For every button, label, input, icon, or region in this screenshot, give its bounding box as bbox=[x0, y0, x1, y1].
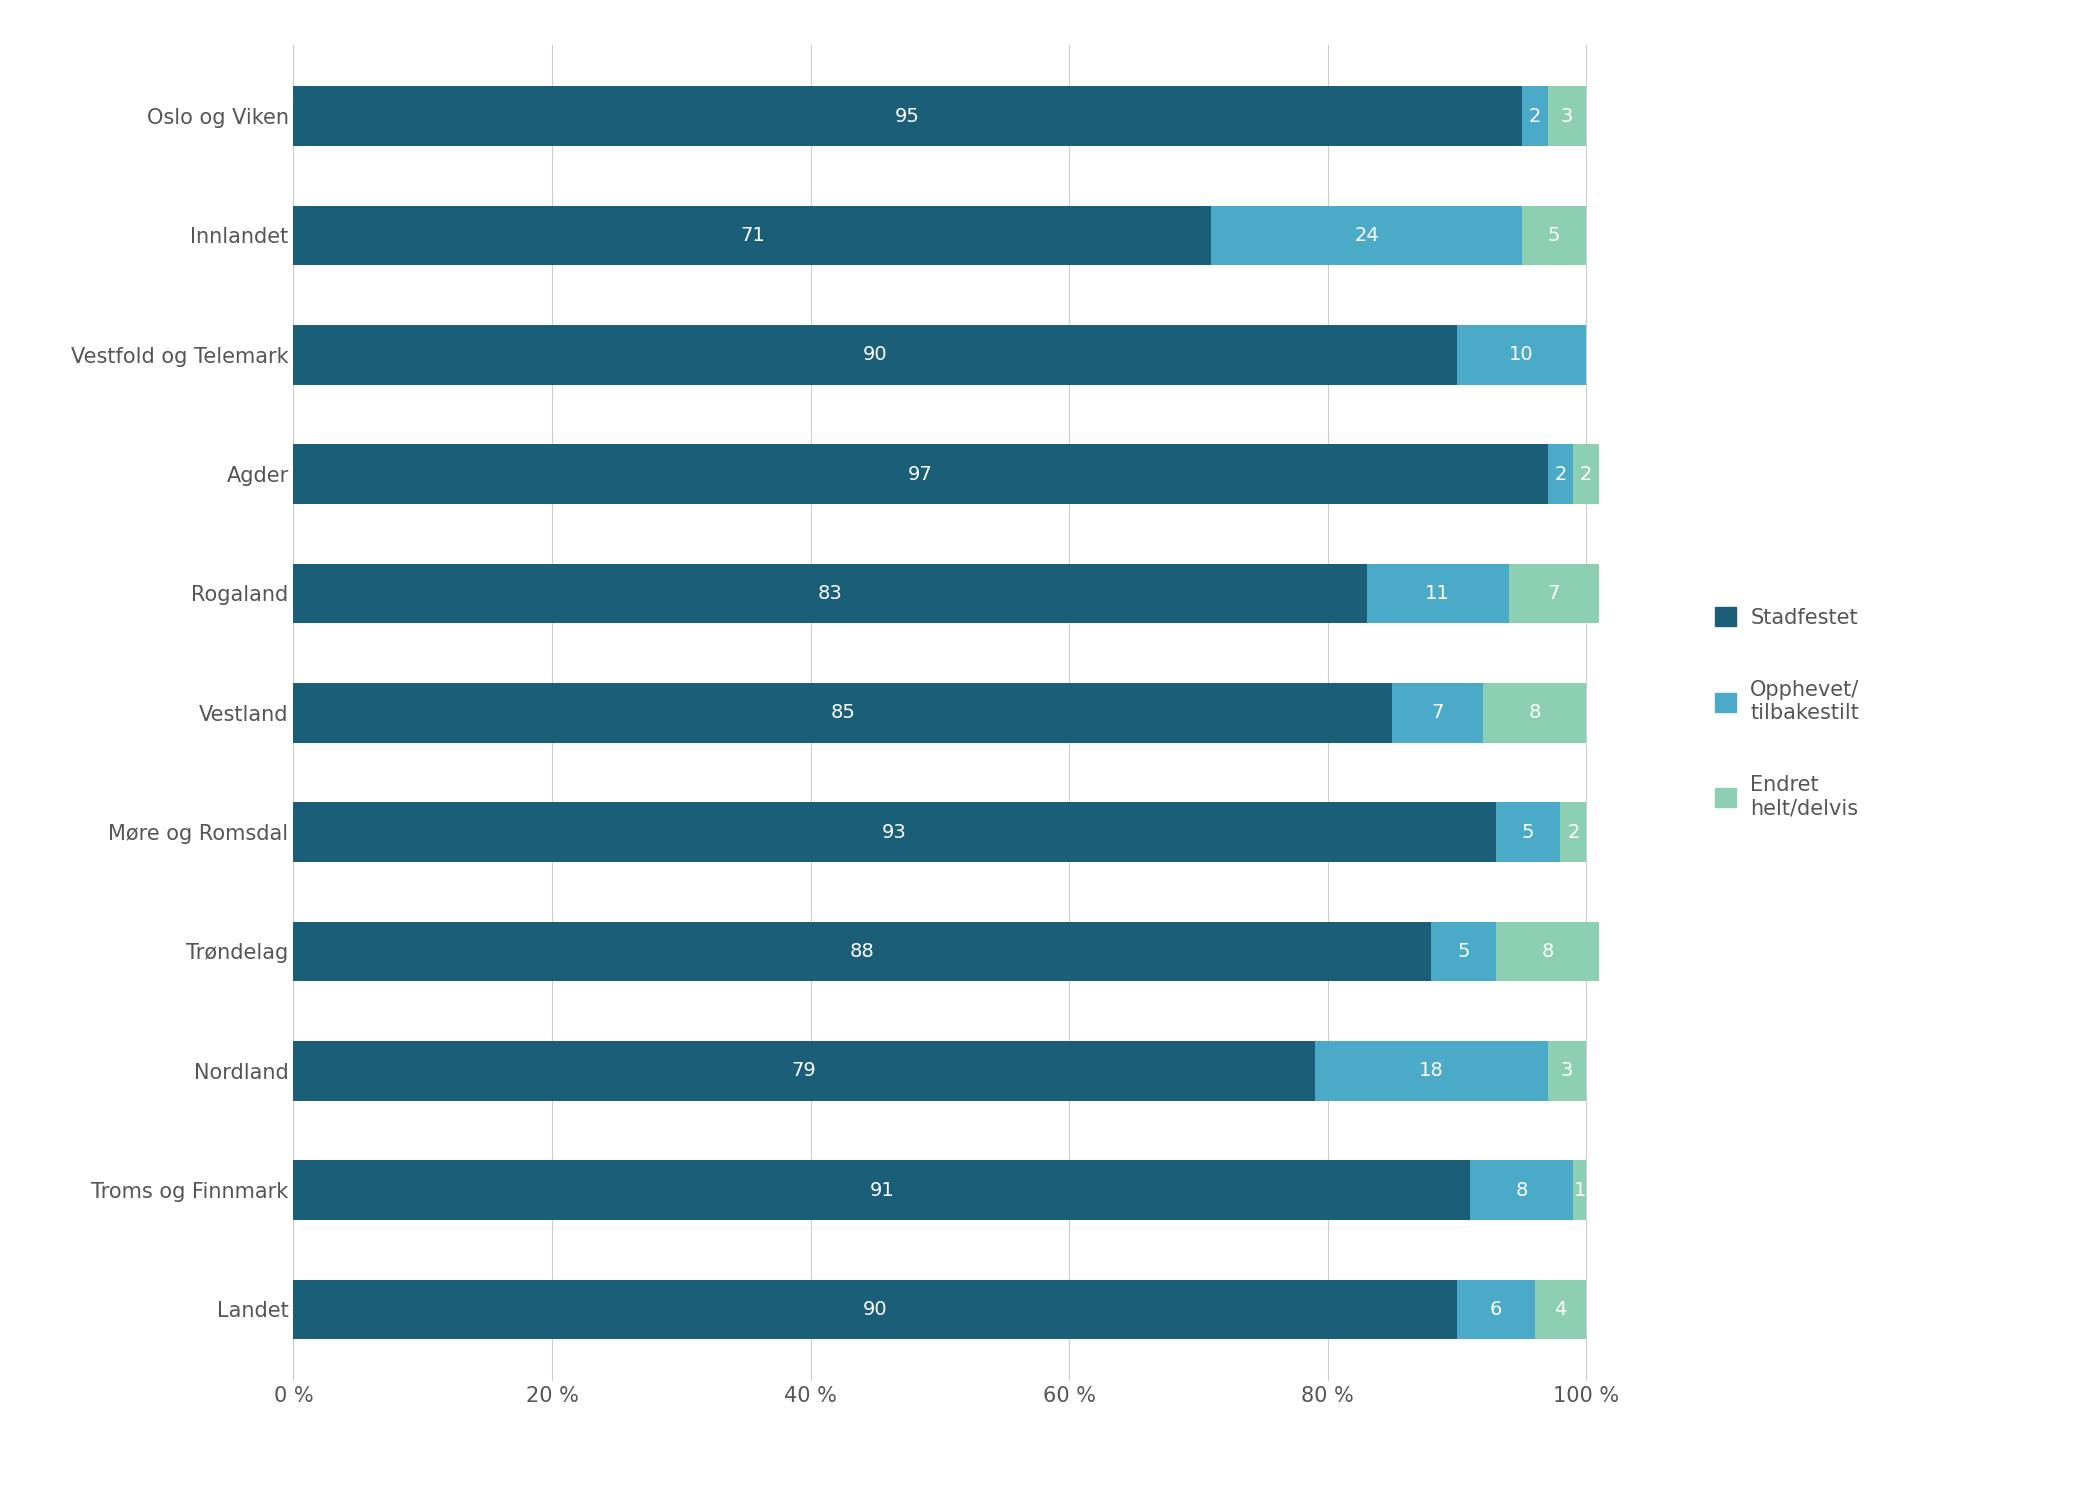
Text: 5: 5 bbox=[1547, 226, 1559, 245]
Bar bbox=[1497, 802, 1559, 861]
Bar bbox=[293, 444, 1547, 503]
Text: 2: 2 bbox=[1555, 465, 1566, 484]
Text: 10: 10 bbox=[1509, 346, 1534, 364]
Text: 97: 97 bbox=[908, 465, 933, 484]
Bar bbox=[1522, 205, 1587, 266]
Text: 7: 7 bbox=[1547, 584, 1559, 603]
Bar bbox=[293, 1280, 1457, 1339]
Bar bbox=[1367, 564, 1509, 624]
Bar bbox=[1522, 86, 1547, 146]
Bar bbox=[293, 1160, 1469, 1221]
Text: 8: 8 bbox=[1528, 704, 1541, 722]
Bar bbox=[1211, 205, 1522, 266]
Text: 8: 8 bbox=[1541, 941, 1553, 961]
Bar bbox=[1497, 922, 1599, 982]
Text: 5: 5 bbox=[1457, 941, 1469, 961]
Bar bbox=[1314, 1041, 1547, 1100]
Bar bbox=[1574, 444, 1599, 503]
Text: 79: 79 bbox=[792, 1062, 817, 1080]
Bar bbox=[293, 1041, 1314, 1100]
Bar bbox=[293, 86, 1522, 146]
Text: 11: 11 bbox=[1425, 584, 1450, 603]
Bar bbox=[293, 325, 1457, 385]
Text: 2: 2 bbox=[1568, 823, 1580, 842]
Bar bbox=[1432, 922, 1497, 982]
Bar bbox=[1509, 564, 1599, 624]
Text: 8: 8 bbox=[1515, 1181, 1528, 1200]
Text: 1: 1 bbox=[1574, 1181, 1587, 1200]
Bar bbox=[1559, 802, 1587, 861]
Text: 90: 90 bbox=[864, 346, 887, 364]
Bar bbox=[293, 205, 1211, 266]
Bar bbox=[1547, 1041, 1587, 1100]
Text: 24: 24 bbox=[1354, 226, 1379, 245]
Text: 2: 2 bbox=[1580, 465, 1593, 484]
Text: 85: 85 bbox=[830, 704, 855, 722]
Bar bbox=[1547, 444, 1574, 503]
Text: 4: 4 bbox=[1555, 1299, 1566, 1319]
Bar bbox=[1469, 1160, 1574, 1221]
Bar bbox=[293, 564, 1367, 624]
Bar bbox=[1457, 325, 1587, 385]
Text: 7: 7 bbox=[1432, 704, 1444, 722]
Bar bbox=[293, 922, 1432, 982]
Bar bbox=[1482, 683, 1587, 742]
Text: 88: 88 bbox=[849, 941, 874, 961]
Bar bbox=[1574, 1160, 1587, 1221]
Text: 3: 3 bbox=[1562, 1062, 1574, 1080]
Text: 18: 18 bbox=[1419, 1062, 1444, 1080]
Text: 93: 93 bbox=[882, 823, 908, 842]
Bar bbox=[293, 802, 1497, 861]
Bar bbox=[1457, 1280, 1534, 1339]
Text: 2: 2 bbox=[1528, 107, 1541, 126]
Text: 5: 5 bbox=[1522, 823, 1534, 842]
Bar bbox=[1534, 1280, 1587, 1339]
Text: 6: 6 bbox=[1490, 1299, 1503, 1319]
Bar bbox=[293, 683, 1392, 742]
Bar bbox=[1547, 86, 1587, 146]
Bar bbox=[1392, 683, 1482, 742]
Text: 90: 90 bbox=[864, 1299, 887, 1319]
Legend: Stadfestet, Opphevet/
tilbakestilt, Endret
helt/delvis: Stadfestet, Opphevet/ tilbakestilt, Endr… bbox=[1715, 607, 1859, 818]
Text: 91: 91 bbox=[870, 1181, 895, 1200]
Text: 83: 83 bbox=[817, 584, 843, 603]
Text: 95: 95 bbox=[895, 107, 920, 126]
Text: 3: 3 bbox=[1562, 107, 1574, 126]
Text: 71: 71 bbox=[740, 226, 765, 245]
